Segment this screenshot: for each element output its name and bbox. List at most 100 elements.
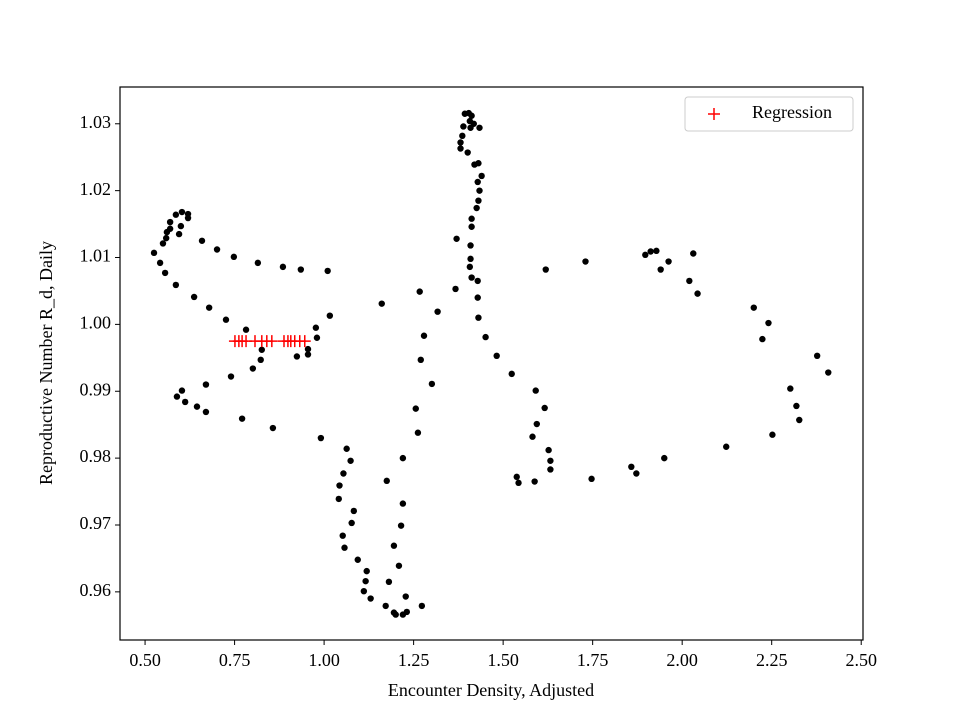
dot-marker <box>478 172 485 180</box>
dot-marker <box>161 269 169 277</box>
dot-marker <box>399 454 407 462</box>
dot-marker <box>588 475 595 483</box>
y-tick-label: 0.99 <box>80 379 112 399</box>
legend-marker <box>708 108 720 120</box>
dot-marker <box>468 223 475 230</box>
dot-marker <box>242 326 250 333</box>
dot-marker <box>529 433 536 440</box>
dot-marker <box>293 353 301 360</box>
dot-marker <box>545 446 552 454</box>
dot-marker <box>417 356 424 364</box>
legend-label: Regression <box>752 102 832 122</box>
dot-marker <box>813 352 821 360</box>
dot-marker <box>473 204 480 212</box>
dot-marker <box>269 424 277 432</box>
x-tick-label: 1.25 <box>398 650 430 670</box>
dot-marker <box>343 445 350 452</box>
dot-marker <box>665 258 672 265</box>
y-tick-label: 1.00 <box>80 313 112 333</box>
dot-marker <box>312 324 320 331</box>
x-tick-label: 2.25 <box>756 650 788 670</box>
y-tick-label: 1.01 <box>80 246 112 266</box>
dot-marker <box>420 332 428 339</box>
dot-marker <box>466 263 474 271</box>
dot-marker <box>460 123 467 130</box>
dot-marker <box>418 602 426 610</box>
dot-marker <box>515 479 522 487</box>
dot-marker <box>825 369 832 376</box>
dot-marker <box>412 405 419 412</box>
dot-marker <box>694 290 701 297</box>
dot-marker <box>476 187 483 194</box>
x-tick-label: 1.00 <box>308 650 340 670</box>
dot-marker <box>198 237 206 244</box>
dot-marker <box>326 312 334 319</box>
dot-marker <box>542 266 549 273</box>
dot-marker <box>162 234 170 242</box>
dot-marker <box>257 356 264 364</box>
dot-marker <box>184 214 192 222</box>
dot-marker <box>362 577 369 585</box>
dot-marker <box>434 308 441 315</box>
dot-marker <box>178 208 186 216</box>
plus-marker <box>298 335 311 348</box>
dot-marker <box>475 314 482 321</box>
dot-marker <box>324 267 331 275</box>
dot-marker <box>457 139 464 146</box>
dot-marker <box>475 160 482 167</box>
dot-marker <box>249 365 257 372</box>
dot-marker <box>531 478 538 485</box>
dot-marker <box>464 149 471 156</box>
dot-marker <box>657 266 664 273</box>
dot-marker <box>475 197 482 204</box>
dot-marker <box>474 277 481 285</box>
dot-marker <box>378 300 385 307</box>
dot-marker <box>395 562 403 569</box>
dot-marker <box>313 334 321 341</box>
y-tick-label: 0.97 <box>80 513 112 533</box>
dot-marker <box>769 431 776 438</box>
dot-marker <box>347 457 354 464</box>
dot-marker <box>468 274 475 281</box>
dot-marker <box>230 253 238 261</box>
dot-marker <box>159 240 167 247</box>
dot-marker <box>304 345 312 353</box>
dot-marker <box>402 593 409 600</box>
dot-marker <box>258 346 265 353</box>
dot-marker <box>397 522 405 529</box>
dot-marker <box>474 178 481 186</box>
dot-marker <box>468 112 475 119</box>
dot-marker <box>304 351 312 358</box>
dot-marker <box>213 246 221 253</box>
dot-marker <box>341 544 348 551</box>
y-axis-label: Reproductive Number R_d, Daily <box>36 241 56 485</box>
dot-marker <box>793 402 800 410</box>
dot-marker <box>765 319 772 327</box>
dot-marker <box>647 248 654 255</box>
dot-marker <box>796 416 803 424</box>
dot-marker <box>175 230 183 238</box>
dot-marker <box>414 429 422 436</box>
y-tick-label: 1.02 <box>80 179 112 199</box>
dot-marker <box>467 124 474 131</box>
dot-marker <box>190 293 198 301</box>
dot-marker <box>392 611 399 618</box>
dot-marker <box>686 277 693 285</box>
x-tick-label: 0.50 <box>129 650 161 670</box>
dot-marker <box>653 247 660 255</box>
dot-marker <box>416 288 423 295</box>
dot-marker <box>533 420 540 428</box>
x-axis-label: Encounter Density, Adjusted <box>388 680 594 700</box>
dot-marker <box>350 507 358 515</box>
dot-marker <box>690 250 697 257</box>
dot-marker <box>457 145 464 152</box>
dot-marker <box>150 249 158 257</box>
dot-marker <box>513 473 520 481</box>
dot-marker <box>633 470 640 477</box>
dot-marker <box>363 567 370 575</box>
dot-marker <box>193 403 201 410</box>
dot-marker <box>642 251 649 259</box>
dot-marker <box>367 595 374 602</box>
dot-marker <box>173 393 181 400</box>
dot-marker <box>661 454 668 462</box>
